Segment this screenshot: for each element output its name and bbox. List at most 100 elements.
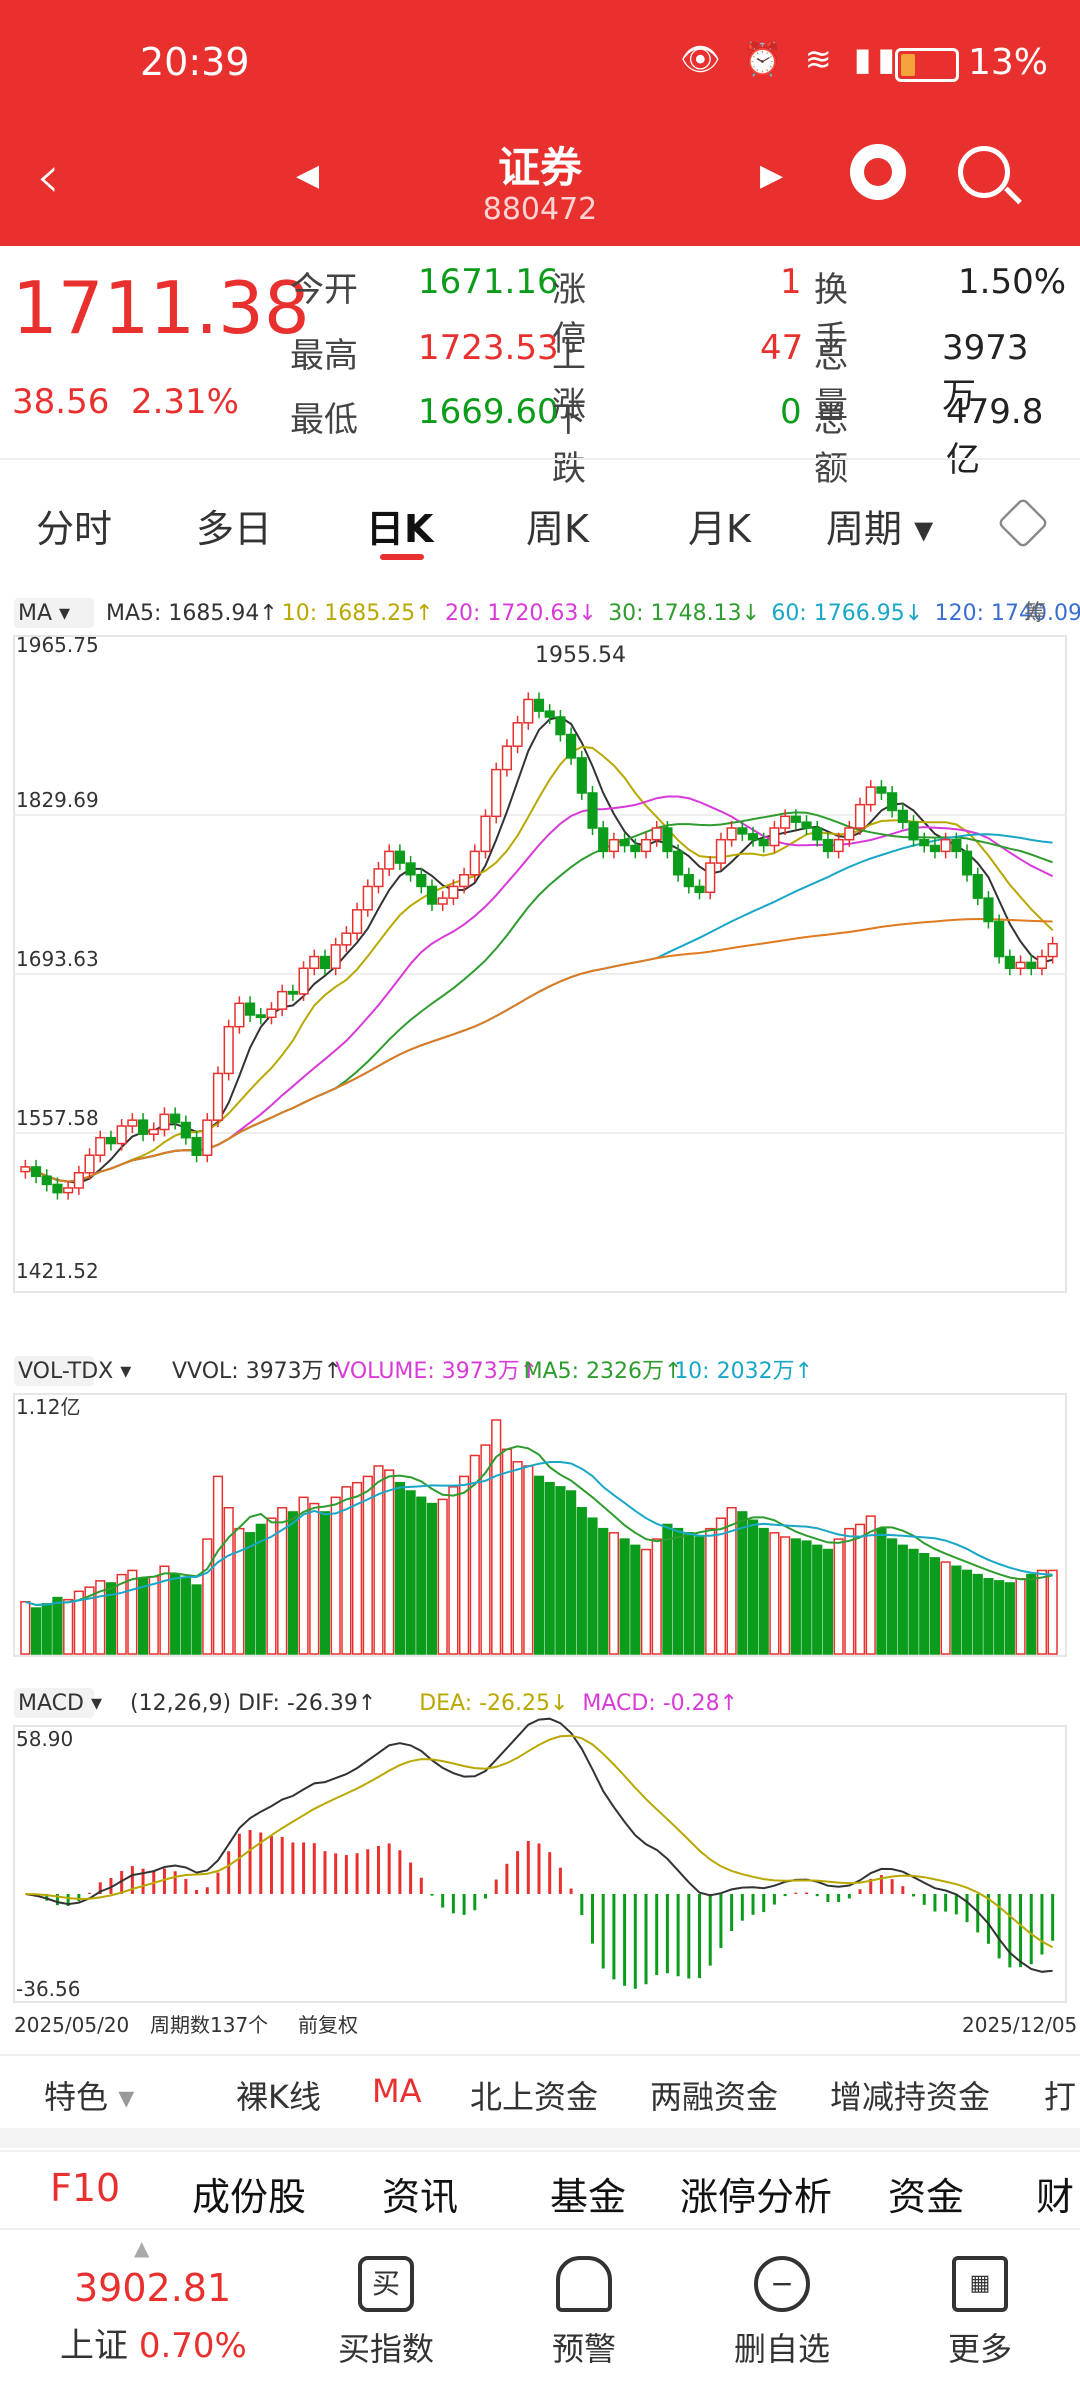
chevron-down-icon: ▾ xyxy=(914,507,934,551)
volume-bar xyxy=(416,1496,427,1655)
tool-bare-k[interactable]: 裸K线 xyxy=(236,2078,321,2116)
tool-margin[interactable]: 两融资金 xyxy=(650,2078,779,2116)
volume-bar xyxy=(458,1475,470,1655)
constituents-tab[interactable]: 成份股 xyxy=(192,2175,307,2219)
volume-bar xyxy=(747,1519,759,1655)
legend-name: MACD ▾ xyxy=(18,1691,102,1716)
volume-bar xyxy=(780,1536,791,1655)
kline-chart[interactable]: MA ▾ MA5: 1685.94↑ 10: 1685.25↑ 20: 1720.63… xyxy=(0,580,1080,2050)
search-icon[interactable] xyxy=(958,146,1010,198)
candle xyxy=(127,1119,138,1127)
label-amount: 总额 xyxy=(814,400,848,489)
volume-bar xyxy=(1047,1569,1058,1655)
previous-item-icon[interactable]: ◀ xyxy=(296,158,320,193)
volume-bar xyxy=(266,1517,277,1655)
candle xyxy=(277,990,288,1010)
volume-bar xyxy=(373,1465,384,1655)
volume-bar xyxy=(223,1507,234,1655)
tool-northbound[interactable]: 北上资金 xyxy=(470,2078,599,2116)
label-falling: 下跌 xyxy=(552,400,586,489)
candle xyxy=(41,1175,52,1186)
tab-intraday[interactable]: 分时 xyxy=(36,507,113,551)
finance-tab[interactable]: 财 xyxy=(1036,2175,1075,2219)
index-ticker[interactable]: 上证 0.70% xyxy=(60,2318,247,2367)
quote-row-1: 今开 1671.16 涨停 1 换手 1.50% xyxy=(290,262,1066,359)
volume-panel-border xyxy=(13,1393,1067,1657)
volume-bar xyxy=(159,1565,170,1655)
quote-row-2: 最高 1723.53 上涨 47 总量 3973万 xyxy=(290,328,1029,425)
alert-button[interactable]: 预警 xyxy=(514,2256,654,2370)
tab-period[interactable]: 周期 ▾ xyxy=(826,498,933,553)
tool-more[interactable]: 打 xyxy=(1044,2078,1077,2116)
candle xyxy=(52,1183,63,1194)
legend-item: MA5: 2326万↑ xyxy=(524,1359,683,1384)
f10-tab[interactable]: F10 xyxy=(50,2166,121,2210)
tool-holding-change[interactable]: 增减持资金 xyxy=(830,2078,991,2116)
buy-index-button[interactable]: 买 买指数 xyxy=(316,2256,456,2370)
mascot-icon[interactable] xyxy=(850,144,906,200)
tab-daily-k[interactable]: 日K xyxy=(366,507,434,551)
label-open: 今开 xyxy=(290,270,358,310)
candle xyxy=(790,815,801,823)
volume-bar xyxy=(865,1515,876,1655)
candle xyxy=(458,874,470,888)
candle xyxy=(437,897,448,905)
volume-bar xyxy=(919,1552,930,1655)
tool-featured[interactable]: 特色 ▾ xyxy=(44,2072,134,2118)
section-spacer xyxy=(0,2128,1080,2148)
volume-bar xyxy=(715,1517,727,1655)
macd-min-label: -36.56 xyxy=(16,1977,80,2001)
next-item-icon[interactable]: ▶ xyxy=(760,158,784,193)
price-change: 38.56 2.31% xyxy=(12,382,239,422)
volume-bar xyxy=(191,1584,202,1655)
tool-ma[interactable]: MA xyxy=(372,2072,422,2110)
tab-monthly-k[interactable]: 月K xyxy=(688,507,751,551)
volume-bar xyxy=(480,1444,491,1655)
candle xyxy=(780,815,791,829)
volume-bar xyxy=(491,1419,502,1655)
candle xyxy=(1004,955,1015,969)
bell-icon xyxy=(556,2256,612,2312)
limit-analysis-tab[interactable]: 涨停分析 xyxy=(680,2175,833,2219)
candle xyxy=(105,1136,117,1145)
legend-item: 10: 1685.25↑ xyxy=(282,601,434,626)
alert-label: 预警 xyxy=(551,2330,616,2368)
volume-bar xyxy=(726,1507,737,1655)
settings-icon[interactable] xyxy=(996,496,1050,550)
volume-bar xyxy=(362,1475,373,1655)
legend-item: VOLUME: 3973万↑ xyxy=(335,1359,538,1384)
candle xyxy=(255,1014,266,1019)
page-title: 证券 xyxy=(497,143,582,192)
label-high: 最高 xyxy=(290,336,358,376)
volume-bar xyxy=(994,1580,1005,1655)
volume-bar xyxy=(705,1527,716,1655)
back-icon[interactable]: ‹ xyxy=(36,142,60,212)
candle xyxy=(683,874,694,888)
price-panel-border xyxy=(13,635,1067,1293)
value-turnover: 1.50% xyxy=(958,262,1067,302)
volume-bar xyxy=(940,1561,951,1655)
fund-tab[interactable]: 基金 xyxy=(550,2175,627,2219)
tab-multi-day[interactable]: 多日 xyxy=(196,507,273,551)
legend-item: (12,26,9) DIF: -26.39↑ xyxy=(130,1691,376,1716)
more-button[interactable]: ▦ 更多 xyxy=(910,2256,1050,2370)
volume-bar xyxy=(983,1578,994,1655)
volume-bar xyxy=(319,1511,331,1655)
adjust-mode: 前复权 xyxy=(298,2013,358,2037)
news-tab[interactable]: 资讯 xyxy=(382,2175,459,2219)
macd-max-label: 58.90 xyxy=(16,1727,73,1751)
volume-bar xyxy=(41,1603,52,1655)
index-value[interactable]: 3902.81 xyxy=(74,2266,232,2310)
candle xyxy=(833,838,844,853)
candle xyxy=(555,716,566,736)
volume-bar xyxy=(469,1454,480,1655)
legend-item: 20: 1720.63↓ xyxy=(445,601,597,626)
value-limit-up: 1 xyxy=(780,262,802,302)
remove-watchlist-button[interactable]: − 删自选 xyxy=(712,2256,852,2370)
tab-weekly-k[interactable]: 周K xyxy=(526,507,589,551)
volume-bar xyxy=(287,1511,298,1655)
capital-tab[interactable]: 资金 xyxy=(888,2175,965,2219)
label-rising: 上涨 xyxy=(552,336,586,425)
indicator-toolbar: 特色 ▾ 裸K线 MA 北上资金 两融资金 增减持资金 打 xyxy=(0,2054,1080,2128)
value-low: 1669.60 xyxy=(418,392,559,432)
